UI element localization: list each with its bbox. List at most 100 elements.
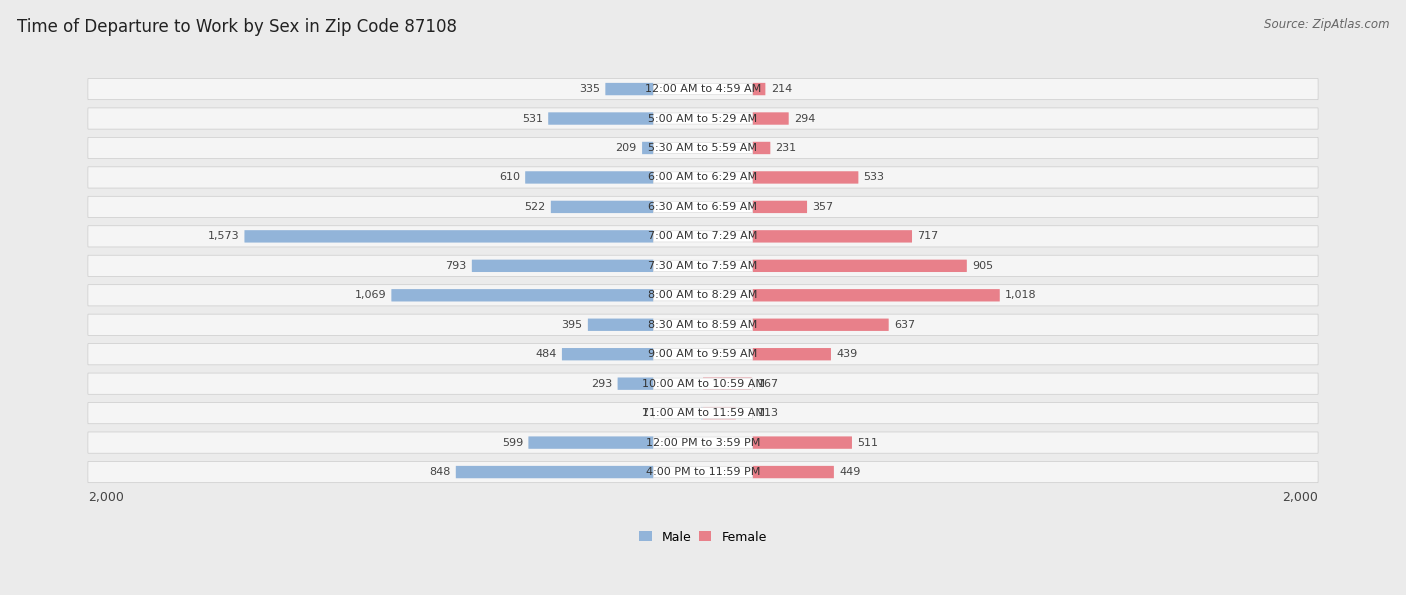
- FancyBboxPatch shape: [752, 466, 834, 478]
- Text: 2,000: 2,000: [89, 491, 124, 503]
- FancyBboxPatch shape: [654, 408, 752, 419]
- FancyBboxPatch shape: [703, 377, 752, 390]
- Text: 12:00 PM to 3:59 PM: 12:00 PM to 3:59 PM: [645, 437, 761, 447]
- FancyBboxPatch shape: [588, 318, 654, 331]
- FancyBboxPatch shape: [752, 436, 852, 449]
- Text: 610: 610: [499, 173, 520, 183]
- Text: 484: 484: [536, 349, 557, 359]
- FancyBboxPatch shape: [89, 314, 1317, 336]
- Text: 905: 905: [972, 261, 993, 271]
- FancyBboxPatch shape: [89, 432, 1317, 453]
- FancyBboxPatch shape: [472, 259, 654, 272]
- Text: 5:00 AM to 5:29 AM: 5:00 AM to 5:29 AM: [648, 114, 758, 124]
- Text: 113: 113: [758, 408, 779, 418]
- Text: 5:30 AM to 5:59 AM: 5:30 AM to 5:59 AM: [648, 143, 758, 153]
- Text: 395: 395: [561, 320, 582, 330]
- FancyBboxPatch shape: [654, 349, 752, 360]
- FancyBboxPatch shape: [654, 437, 752, 448]
- Text: 522: 522: [524, 202, 546, 212]
- FancyBboxPatch shape: [89, 343, 1317, 365]
- FancyBboxPatch shape: [654, 83, 752, 95]
- Text: Source: ZipAtlas.com: Source: ZipAtlas.com: [1264, 18, 1389, 31]
- Text: 637: 637: [894, 320, 915, 330]
- Text: 1,573: 1,573: [208, 231, 239, 242]
- FancyBboxPatch shape: [529, 436, 654, 449]
- Text: 531: 531: [522, 114, 543, 124]
- Text: 848: 848: [429, 467, 450, 477]
- Text: 209: 209: [616, 143, 637, 153]
- FancyBboxPatch shape: [89, 403, 1317, 424]
- Text: 449: 449: [839, 467, 860, 477]
- FancyBboxPatch shape: [752, 83, 765, 95]
- FancyBboxPatch shape: [89, 79, 1317, 100]
- Text: 231: 231: [776, 143, 797, 153]
- Text: 1,018: 1,018: [1005, 290, 1036, 300]
- Text: 6:00 AM to 6:29 AM: 6:00 AM to 6:29 AM: [648, 173, 758, 183]
- Text: 511: 511: [858, 437, 879, 447]
- Text: 7:00 AM to 7:29 AM: 7:00 AM to 7:29 AM: [648, 231, 758, 242]
- Text: 599: 599: [502, 437, 523, 447]
- Legend: Male, Female: Male, Female: [634, 525, 772, 549]
- FancyBboxPatch shape: [89, 137, 1317, 159]
- Text: 8:00 AM to 8:29 AM: 8:00 AM to 8:29 AM: [648, 290, 758, 300]
- Text: 167: 167: [758, 378, 779, 389]
- Text: 6:30 AM to 6:59 AM: 6:30 AM to 6:59 AM: [648, 202, 758, 212]
- FancyBboxPatch shape: [654, 172, 752, 183]
- FancyBboxPatch shape: [654, 260, 752, 271]
- Text: 717: 717: [917, 231, 939, 242]
- FancyBboxPatch shape: [89, 255, 1317, 277]
- FancyBboxPatch shape: [654, 113, 752, 124]
- Text: 2,000: 2,000: [1282, 491, 1317, 503]
- Text: 439: 439: [837, 349, 858, 359]
- FancyBboxPatch shape: [606, 83, 654, 95]
- FancyBboxPatch shape: [89, 196, 1317, 218]
- FancyBboxPatch shape: [654, 201, 752, 212]
- FancyBboxPatch shape: [548, 112, 654, 125]
- FancyBboxPatch shape: [654, 290, 752, 301]
- FancyBboxPatch shape: [654, 231, 752, 242]
- FancyBboxPatch shape: [89, 284, 1317, 306]
- FancyBboxPatch shape: [703, 407, 735, 419]
- FancyBboxPatch shape: [89, 373, 1317, 394]
- FancyBboxPatch shape: [551, 201, 654, 213]
- FancyBboxPatch shape: [752, 171, 859, 184]
- Text: 214: 214: [770, 84, 792, 94]
- FancyBboxPatch shape: [456, 466, 654, 478]
- FancyBboxPatch shape: [617, 377, 654, 390]
- FancyBboxPatch shape: [526, 171, 654, 184]
- FancyBboxPatch shape: [654, 378, 752, 389]
- Text: 7:30 AM to 7:59 AM: 7:30 AM to 7:59 AM: [648, 261, 758, 271]
- FancyBboxPatch shape: [752, 201, 807, 213]
- Text: 7: 7: [641, 408, 648, 418]
- Text: 12:00 AM to 4:59 AM: 12:00 AM to 4:59 AM: [645, 84, 761, 94]
- FancyBboxPatch shape: [752, 142, 770, 154]
- FancyBboxPatch shape: [654, 466, 752, 478]
- FancyBboxPatch shape: [752, 289, 1000, 302]
- FancyBboxPatch shape: [752, 318, 889, 331]
- FancyBboxPatch shape: [562, 348, 654, 361]
- FancyBboxPatch shape: [89, 108, 1317, 129]
- FancyBboxPatch shape: [89, 226, 1317, 247]
- Text: 9:00 AM to 9:59 AM: 9:00 AM to 9:59 AM: [648, 349, 758, 359]
- FancyBboxPatch shape: [654, 142, 752, 154]
- Text: 11:00 AM to 11:59 AM: 11:00 AM to 11:59 AM: [641, 408, 765, 418]
- Text: 357: 357: [813, 202, 834, 212]
- FancyBboxPatch shape: [752, 348, 831, 361]
- FancyBboxPatch shape: [752, 230, 912, 243]
- Text: 335: 335: [579, 84, 600, 94]
- Text: 10:00 AM to 10:59 AM: 10:00 AM to 10:59 AM: [641, 378, 765, 389]
- Text: Time of Departure to Work by Sex in Zip Code 87108: Time of Departure to Work by Sex in Zip …: [17, 18, 457, 36]
- Text: 4:00 PM to 11:59 PM: 4:00 PM to 11:59 PM: [645, 467, 761, 477]
- FancyBboxPatch shape: [702, 407, 703, 419]
- FancyBboxPatch shape: [643, 142, 654, 154]
- FancyBboxPatch shape: [89, 462, 1317, 483]
- Text: 294: 294: [794, 114, 815, 124]
- Text: 1,069: 1,069: [354, 290, 387, 300]
- FancyBboxPatch shape: [245, 230, 654, 243]
- FancyBboxPatch shape: [752, 259, 967, 272]
- FancyBboxPatch shape: [391, 289, 654, 302]
- FancyBboxPatch shape: [654, 319, 752, 330]
- FancyBboxPatch shape: [89, 167, 1317, 188]
- Text: 793: 793: [446, 261, 467, 271]
- Text: 293: 293: [591, 378, 613, 389]
